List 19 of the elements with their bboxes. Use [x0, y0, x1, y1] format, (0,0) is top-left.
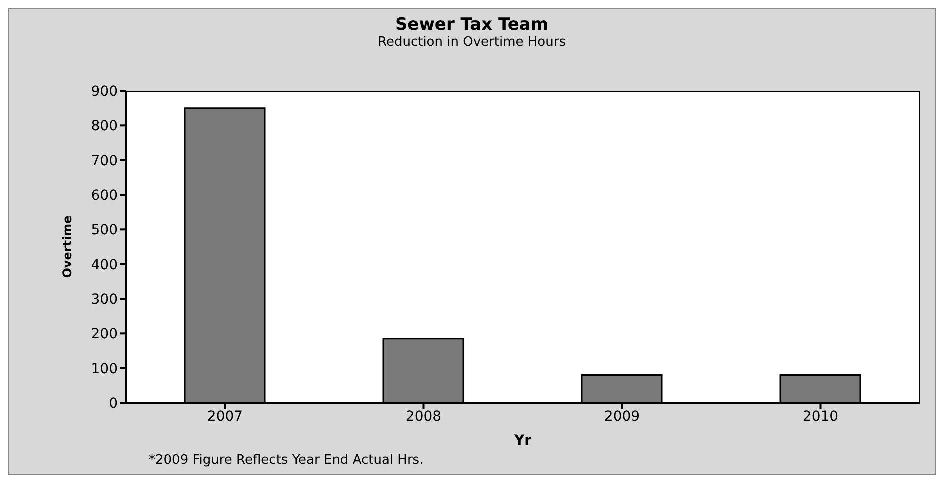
y-tick-label: 400	[91, 257, 118, 274]
y-tick-label: 200	[91, 326, 118, 343]
x-tick-label: 2010	[802, 408, 839, 425]
y-tick-label: 500	[91, 222, 118, 239]
y-tick-label: 700	[91, 153, 118, 170]
y-tick-label: 800	[91, 118, 118, 135]
y-tick-label: 900	[91, 84, 118, 100]
chart-title: Sewer Tax Team	[394, 15, 550, 35]
y-axis-title: Overtime	[60, 216, 74, 278]
y-tick-label: 100	[91, 361, 118, 378]
y-tick-label: 300	[91, 292, 118, 308]
x-tick-label: 2008	[406, 408, 442, 425]
y-tick-label: 600	[91, 188, 118, 204]
text: *2009 Figure Reflects Year End Actual Hrs.	[149, 453, 424, 468]
x-tick-label: 2009	[604, 408, 640, 425]
x-tick-label: 2007	[207, 408, 244, 425]
y-tick-label: 0	[109, 396, 118, 412]
x-axis-title: Yr	[513, 433, 532, 449]
chart-subtitle: Reduction in Overtime Hours	[377, 35, 567, 50]
